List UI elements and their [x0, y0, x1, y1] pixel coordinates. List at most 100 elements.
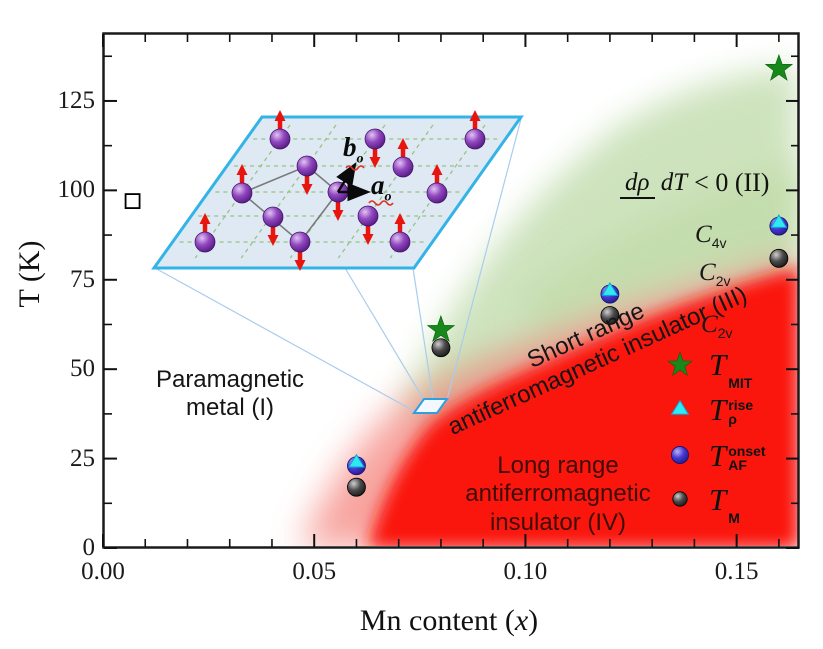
- blue-circle-marker: [671, 446, 689, 464]
- atom-sphere: [289, 231, 311, 253]
- atom-sphere: [392, 156, 414, 178]
- x-tick-label: 0.05: [292, 558, 337, 585]
- spin-arrow-head: [394, 213, 406, 224]
- spin-arrow-head: [267, 235, 279, 246]
- green-star-marker: [426, 314, 456, 342]
- a-axis-main: a: [371, 170, 385, 200]
- x-tick-label: 0.00: [81, 558, 125, 585]
- dark-circle-icon: [672, 491, 688, 507]
- plot-frame: [102, 32, 800, 549]
- open-square-marker: [124, 193, 141, 209]
- long-range-line2: antiferromagnetic: [465, 480, 651, 508]
- atom-sphere: [357, 205, 379, 227]
- cyan-triangle-icon: [670, 399, 690, 415]
- a-axis-sub: o: [384, 189, 392, 205]
- spellcheck-squiggles: [345, 165, 394, 206]
- dark-circle-marker: [347, 477, 366, 497]
- y-tick-label: 100: [57, 176, 96, 204]
- region-label-long-range: Long range antiferromagnetic insulator (…: [465, 452, 650, 537]
- dark-circle-marker: [600, 306, 620, 325]
- atom-sphere: [389, 231, 411, 253]
- phase-region-shading: [300, 66, 798, 546]
- spin-arrow-head: [294, 260, 306, 271]
- y-tick-label: 50: [70, 355, 95, 383]
- atom-sphere: [426, 182, 448, 204]
- drho-fraction: dρ dT: [620, 168, 688, 199]
- spin-arrow-head: [397, 138, 409, 149]
- spin-arrow-head: [431, 164, 443, 175]
- drho-denominator: dT: [660, 168, 688, 196]
- legend-item-MIT: T MIT: [664, 346, 753, 391]
- y-tick-label: 75: [70, 265, 95, 293]
- y-tick-label: 125: [57, 86, 96, 114]
- zoom-target-parallelogram: [412, 398, 449, 414]
- crystal-axes: [336, 162, 371, 202]
- paramagnetic-line2: metal (I): [185, 394, 275, 422]
- region-label-drho: dρ dT < 0 (II): [620, 168, 770, 199]
- atom-sphere: [269, 128, 291, 150]
- x-tick-label: 0.15: [714, 558, 759, 585]
- lattice-atoms: [194, 110, 486, 271]
- long-range-line1: Long range: [497, 452, 619, 479]
- a-axis-label: ao: [371, 172, 392, 204]
- inset-zoom-lines: [154, 118, 522, 412]
- axis-ticks: [102, 34, 799, 549]
- drho-numerator: dρ: [620, 168, 655, 199]
- green-star-marker: [667, 351, 693, 376]
- lattice-inset: [151, 110, 524, 271]
- cyan-triangle-marker: [770, 214, 788, 228]
- b-axis-label: bo: [343, 134, 364, 166]
- y-tick-label: 0: [82, 534, 96, 561]
- cyan-triangle-marker: [347, 453, 365, 468]
- spin-arrow-head: [369, 157, 381, 168]
- long-range-line3: insulator (IV): [489, 508, 627, 536]
- region-label-paramagnetic: Paramagnetic metal (I): [156, 366, 304, 423]
- symmetry-label-2v: C2v: [699, 259, 731, 289]
- b-axis-main: b: [343, 132, 357, 162]
- dark-circle-marker: [431, 338, 451, 358]
- drho-condition: < 0 (II): [694, 168, 770, 197]
- red-phase-region: [368, 268, 798, 546]
- x-tick-label: 0.10: [503, 558, 548, 585]
- symmetry-label-2v: C2v: [701, 311, 733, 341]
- atom-sphere: [194, 231, 216, 253]
- spin-arrow-head: [469, 110, 481, 121]
- x-axis-title-var: x: [514, 604, 529, 637]
- spin-arrow-head: [332, 210, 344, 221]
- paramagnetic-line1: Paramagnetic: [155, 366, 305, 393]
- blue-circle-icon: [671, 446, 689, 464]
- spin-arrow-head: [236, 164, 248, 175]
- symmetry-label-4v: C4v: [695, 221, 727, 251]
- cyan-triangle-marker: [601, 282, 619, 296]
- atom-sphere: [296, 155, 318, 177]
- spin-arrow-head: [199, 213, 211, 224]
- b-axis-sub: o: [356, 151, 364, 167]
- green-star-icon: [667, 351, 693, 376]
- x-axis-title-post: ): [528, 604, 539, 637]
- atom-sphere: [262, 206, 284, 228]
- legend-label: T MIT: [709, 346, 753, 391]
- x-axis-title: Mn content (x): [360, 604, 538, 638]
- y-axis-title: T (K): [13, 240, 46, 308]
- atom-sphere: [231, 182, 253, 204]
- atom-sphere: [364, 128, 386, 150]
- data-markers: [124, 53, 794, 497]
- x-axis-title-pre: Mn content (: [359, 604, 515, 637]
- green-star-marker: [764, 53, 794, 81]
- atom-sphere: [464, 128, 486, 150]
- spin-arrow-head: [301, 184, 313, 195]
- b-axis-arrow: [336, 162, 357, 193]
- cyan-triangle-marker: [670, 399, 690, 415]
- dark-circle-marker: [769, 248, 789, 268]
- y-tick-label: 25: [70, 444, 95, 472]
- spin-arrow-head: [274, 110, 286, 121]
- green-phase-deep: [520, 160, 798, 330]
